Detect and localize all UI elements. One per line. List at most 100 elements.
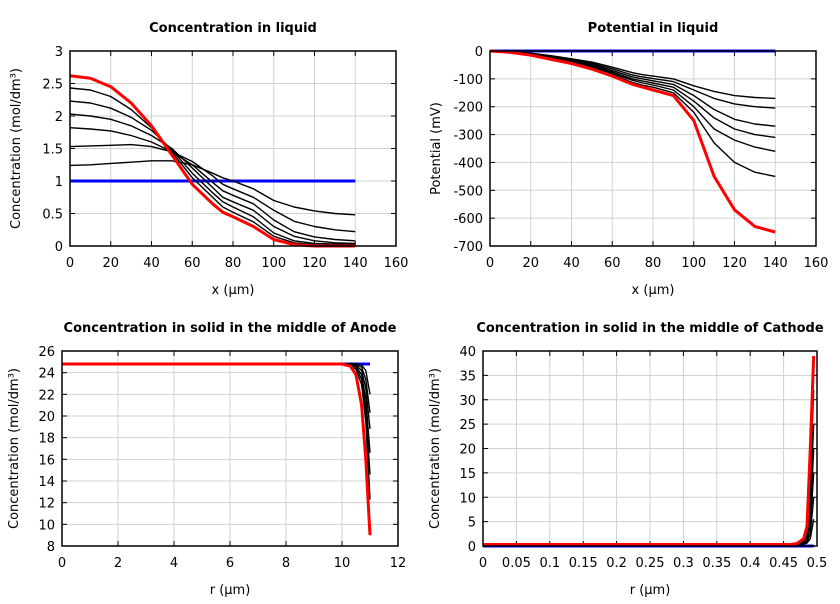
x-tick-label: 20 — [102, 256, 119, 271]
series-line-5 — [69, 100, 356, 245]
y-tick-label: 25 — [459, 418, 476, 433]
x-tick-label: 4 — [170, 556, 178, 571]
x-tick-label: 100 — [261, 256, 286, 271]
series-line-7 — [69, 74, 356, 248]
x-tick-label: 0.45 — [769, 556, 798, 571]
y-tick-label: -300 — [453, 129, 483, 144]
y-tick-label: -400 — [453, 156, 483, 171]
series-line-2 — [69, 143, 356, 233]
x-tick-label: 6 — [226, 556, 234, 571]
subplot-0: 0 20 40 60 80 100 120 140 160 0 0.5 1 1.5 2 2.5 3 Concen… — [9, 21, 408, 298]
plot-frame — [69, 50, 397, 247]
x-tick-label: 0 — [486, 256, 494, 271]
y-tick-label: 22 — [38, 388, 55, 403]
series-line-1 — [62, 363, 371, 395]
y-tick-label: 2 — [55, 110, 63, 125]
x-tick-label: 60 — [604, 256, 621, 271]
y-tick-label: -600 — [453, 212, 483, 227]
subplot-1: 0 20 40 60 80 100 120 140 160 -700 -600 -500 -400 -30… — [429, 21, 828, 298]
y-tick-label: 26 — [38, 345, 55, 360]
series-line-3 — [69, 127, 356, 242]
x-axis-label: r (µm) — [210, 583, 251, 598]
series-line-2 — [62, 363, 371, 413]
y-tick-label: -500 — [453, 184, 483, 199]
chart-title: Concentration in solid in the middle of … — [476, 321, 824, 336]
series-line-3 — [483, 472, 815, 546]
chart-title: Potential in liquid — [588, 21, 719, 36]
subplot-2: 0 2 4 6 8 10 128101214161820222426Concentratio… — [7, 321, 406, 598]
y-tick-label: 10 — [38, 518, 55, 533]
y-tick-label: 0 — [475, 45, 483, 60]
x-tick-label: 2 — [114, 556, 122, 571]
x-axis-label: x (µm) — [632, 283, 675, 298]
y-tick-label: 1.5 — [42, 143, 63, 158]
series-line-1 — [69, 160, 356, 216]
plot-frame — [61, 350, 399, 547]
series-line-5 — [489, 50, 776, 152]
x-tick-label: 0.05 — [502, 556, 531, 571]
series-line-3 — [62, 363, 371, 430]
y-tick-label: 18 — [38, 432, 55, 447]
x-axis-label: r (µm) — [630, 583, 671, 598]
y-tick-label: 24 — [38, 367, 55, 382]
y-axis-label: Concentration (mol/dm³) — [9, 68, 24, 229]
y-axis-label: Concentration (mol/dm³) — [7, 368, 22, 529]
x-tick-label: 0.35 — [702, 556, 731, 571]
x-tick-label: 0.3 — [673, 556, 694, 571]
series-line-7 — [62, 362, 372, 536]
x-tick-label: 80 — [645, 256, 662, 271]
y-tick-label: 15 — [459, 467, 476, 482]
x-tick-label: 60 — [184, 256, 201, 271]
y-axis-label: Concentration (mol/dm³) — [428, 368, 443, 529]
series-line-7 — [489, 49, 776, 234]
x-tick-label: 0.4 — [740, 556, 761, 571]
y-tick-label: 20 — [459, 443, 476, 458]
y-tick-label: 12 — [38, 497, 55, 512]
y-tick-label: 14 — [38, 475, 55, 490]
series-line-5 — [483, 424, 815, 546]
y-tick-label: 3 — [55, 45, 63, 60]
y-tick-label: -100 — [453, 73, 483, 88]
series-line-4 — [62, 363, 371, 453]
x-tick-label: 140 — [763, 256, 788, 271]
y-tick-label: 8 — [47, 540, 55, 555]
x-tick-label: 0 — [58, 556, 66, 571]
y-tick-label: 0 — [55, 240, 63, 255]
y-axis-label: Potential (mV) — [429, 102, 444, 195]
x-tick-label: 10 — [334, 556, 351, 571]
y-tick-label: 0.5 — [42, 208, 63, 223]
y-tick-label: -700 — [453, 240, 483, 255]
series-line-4 — [483, 448, 815, 546]
x-tick-label: 120 — [302, 256, 327, 271]
x-tick-label: 120 — [722, 256, 747, 271]
y-tick-label: 1 — [55, 175, 63, 190]
x-axis-label: x (µm) — [212, 283, 255, 298]
y-tick-label: 2.5 — [42, 78, 63, 93]
y-tick-label: 35 — [459, 369, 476, 384]
series-line-4 — [69, 113, 356, 245]
x-tick-label: 80 — [225, 256, 242, 271]
y-tick-label: 30 — [459, 394, 476, 409]
x-tick-label: 0.15 — [569, 556, 598, 571]
y-tick-label: 20 — [38, 410, 55, 425]
series-line-2 — [483, 497, 815, 546]
plot-frame — [482, 350, 818, 547]
x-tick-label: 140 — [343, 256, 368, 271]
x-tick-label: 0 — [479, 556, 487, 571]
y-tick-label: 40 — [459, 345, 476, 360]
x-tick-label: 40 — [563, 256, 580, 271]
x-tick-label: 0.5 — [807, 556, 828, 571]
x-tick-label: 100 — [681, 256, 706, 271]
x-tick-label: 0.2 — [606, 556, 627, 571]
x-tick-label: 160 — [384, 256, 409, 271]
x-tick-label: 8 — [282, 556, 290, 571]
x-tick-label: 20 — [522, 256, 539, 271]
x-tick-label: 160 — [804, 256, 829, 271]
x-tick-label: 0.1 — [539, 556, 560, 571]
series-line-6 — [62, 363, 371, 500]
y-tick-label: -200 — [453, 101, 483, 116]
y-tick-label: 16 — [38, 453, 55, 468]
series-line-4 — [489, 50, 776, 139]
